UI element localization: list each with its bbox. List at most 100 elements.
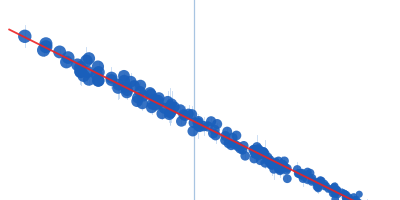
Point xyxy=(332,198,338,200)
Point xyxy=(334,188,340,191)
Point xyxy=(95,79,101,82)
Point xyxy=(123,86,129,89)
Point xyxy=(96,71,102,74)
Point xyxy=(167,112,174,115)
Point xyxy=(251,148,257,151)
Point xyxy=(196,125,203,129)
Point xyxy=(281,159,288,163)
Point xyxy=(22,35,28,38)
Point xyxy=(208,120,214,123)
Point xyxy=(135,96,141,99)
Point xyxy=(267,161,274,165)
Point xyxy=(323,184,329,188)
Point xyxy=(343,193,350,196)
Point xyxy=(278,167,285,171)
Point xyxy=(83,59,90,62)
Point xyxy=(95,79,102,82)
Point xyxy=(180,113,187,116)
Point xyxy=(334,188,340,192)
Point xyxy=(191,121,197,124)
Point xyxy=(250,148,256,151)
Point xyxy=(237,147,243,150)
Point xyxy=(300,175,307,178)
Point xyxy=(298,174,304,177)
Point xyxy=(299,171,305,175)
Point xyxy=(354,198,360,200)
Point xyxy=(334,193,341,196)
Point xyxy=(276,166,282,169)
Point xyxy=(256,149,263,152)
Point xyxy=(134,100,140,103)
Point xyxy=(350,195,357,198)
Point xyxy=(168,111,174,114)
Point xyxy=(95,65,101,68)
Point xyxy=(260,150,267,154)
Point xyxy=(115,86,121,90)
Point xyxy=(260,150,266,153)
Point xyxy=(65,56,71,59)
Point xyxy=(252,152,258,156)
Point xyxy=(108,79,115,82)
Point xyxy=(156,96,162,99)
Point xyxy=(332,192,339,195)
Point xyxy=(177,108,184,111)
Point xyxy=(155,99,161,102)
Point xyxy=(315,183,321,186)
Point xyxy=(304,173,311,176)
Point xyxy=(84,70,91,73)
Point xyxy=(296,172,302,175)
Point xyxy=(164,100,171,103)
Point xyxy=(86,78,92,81)
Point xyxy=(124,91,130,94)
Point xyxy=(182,114,188,117)
Point xyxy=(297,172,304,175)
Point xyxy=(189,113,195,116)
Point xyxy=(300,177,306,180)
Point xyxy=(255,147,262,150)
Point xyxy=(275,159,282,163)
Point xyxy=(308,180,315,183)
Point xyxy=(108,76,115,79)
Point xyxy=(161,107,168,110)
Point xyxy=(283,169,290,172)
Point xyxy=(277,169,283,172)
Point xyxy=(331,192,338,195)
Point xyxy=(40,49,47,52)
Point xyxy=(262,152,268,155)
Point xyxy=(252,152,258,155)
Point xyxy=(148,106,155,109)
Point xyxy=(343,197,349,200)
Point xyxy=(185,112,192,116)
Point xyxy=(128,80,134,83)
Point xyxy=(195,124,202,128)
Point xyxy=(280,163,286,166)
Point xyxy=(80,74,87,77)
Point xyxy=(265,156,271,159)
Point xyxy=(149,103,156,106)
Point xyxy=(167,105,174,108)
Point xyxy=(314,182,321,185)
Point xyxy=(282,166,288,169)
Point xyxy=(155,102,162,105)
Point xyxy=(205,125,211,128)
Point xyxy=(259,151,266,154)
Point xyxy=(273,162,280,165)
Point xyxy=(275,167,282,170)
Point xyxy=(86,57,92,60)
Point xyxy=(342,196,348,199)
Point xyxy=(322,185,328,188)
Point xyxy=(333,191,340,194)
Point xyxy=(271,168,277,171)
Point xyxy=(233,134,240,137)
Point xyxy=(78,70,84,73)
Point xyxy=(316,183,322,186)
Point xyxy=(147,91,153,94)
Point xyxy=(212,134,219,137)
Point xyxy=(325,187,332,190)
Point xyxy=(74,63,81,66)
Point xyxy=(257,159,264,162)
Point xyxy=(332,185,338,188)
Point xyxy=(267,158,273,161)
Point xyxy=(321,182,328,185)
Point xyxy=(225,142,232,145)
